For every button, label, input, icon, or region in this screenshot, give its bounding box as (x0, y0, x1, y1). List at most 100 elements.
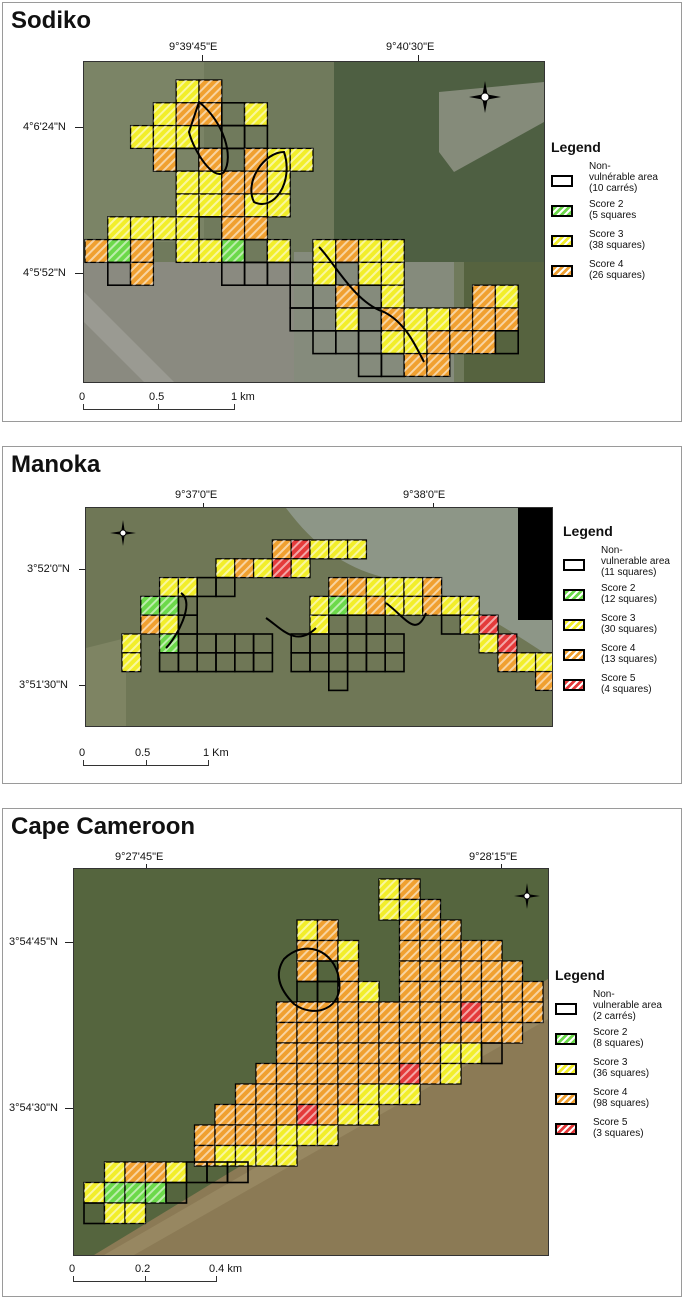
cell-hatch (358, 1063, 379, 1084)
cell-hatch (178, 577, 198, 597)
cell-hatch (399, 1043, 420, 1064)
cell-hatch (256, 1125, 277, 1146)
cell-hatch (297, 1063, 318, 1084)
cell-hatch (235, 1145, 256, 1166)
map-canvas (86, 508, 552, 726)
longitude-label: 9°39'45"E (169, 41, 218, 53)
legend-title: Legend (563, 523, 613, 539)
cell-hatch (199, 239, 222, 263)
cell-hatch (440, 1002, 461, 1023)
legend-swatch (563, 619, 585, 631)
legend-item: Non-vulnérable area (10 carrés) (551, 161, 679, 197)
cell-hatch (317, 1125, 338, 1146)
cell-hatch (422, 577, 442, 597)
cell-hatch (420, 1043, 441, 1064)
cell-hatch (472, 285, 496, 308)
cell-hatch (502, 1002, 523, 1023)
cell-hatch (461, 961, 482, 982)
cell-hatch (267, 239, 291, 263)
cell-hatch (297, 1043, 318, 1064)
north-arrow-icon (510, 879, 544, 913)
satellite-map (73, 868, 549, 1256)
map-panel-manoka: Manoka 9°37'0"E 9°38'0"E 3°52'0"N 3°51'3… (2, 446, 682, 784)
cell-hatch (338, 961, 359, 982)
cell-hatch (440, 1063, 461, 1084)
cell-hatch (244, 148, 268, 172)
cell-hatch (244, 171, 268, 194)
legend-item: Score 4 (26 squares) (551, 259, 679, 287)
cell-hatch (379, 1022, 400, 1043)
cell-hatch (358, 1022, 379, 1043)
cell-hatch (199, 80, 222, 103)
cell-hatch (253, 558, 273, 578)
cell-hatch (140, 596, 160, 616)
cell-hatch (381, 330, 405, 354)
longitude-tick (501, 864, 502, 870)
longitude-tick (418, 55, 419, 63)
legend-swatch (551, 205, 573, 217)
legend: Legend Non-vulnerable area (11 squares) Sc… (563, 523, 679, 703)
legend-swatch (563, 679, 585, 691)
cell-hatch (379, 879, 400, 900)
legend-swatch (555, 1063, 577, 1075)
cell-hatch (399, 899, 420, 920)
cell-hatch (145, 1162, 166, 1183)
cell-hatch (449, 308, 473, 331)
legend-label: Non-vulnerable area (11 squares) (601, 545, 670, 578)
legend-swatch (563, 589, 585, 601)
cell-hatch (460, 615, 480, 634)
cell-hatch (297, 1104, 318, 1125)
legend-swatch (555, 1093, 577, 1105)
cell-hatch (84, 1182, 105, 1203)
cell-hatch (358, 1043, 379, 1064)
legend-swatch (563, 649, 585, 661)
legend-item: Score 4 (13 squares) (563, 643, 679, 671)
legend-label: Non-vulnerable area (2 carrés) (593, 989, 662, 1022)
map-panel-sodiko: Sodiko 9°39'45"E 9°40'30"E 4°6'24"N 4°5'… (2, 2, 682, 422)
cell-hatch (140, 615, 160, 634)
cell-hatch (297, 920, 318, 941)
cell-hatch (440, 920, 461, 941)
grid-cells (83, 878, 544, 1225)
cell-hatch (440, 981, 461, 1002)
cell-hatch (276, 1002, 297, 1023)
cell-hatch (276, 1104, 297, 1125)
cell-hatch (291, 540, 310, 559)
cell-hatch (244, 194, 268, 217)
cell-hatch (317, 920, 338, 941)
legend-label: Score 3 (38 squares) (589, 229, 646, 251)
legend-label: Score 2 (8 squares) (593, 1027, 644, 1049)
cell-hatch (461, 940, 482, 961)
cell-hatch (399, 981, 420, 1002)
cell-hatch (338, 1043, 359, 1064)
cell-hatch (385, 577, 404, 597)
cell-hatch (176, 239, 199, 263)
legend-swatch (551, 265, 573, 277)
cell-hatch (125, 1162, 146, 1183)
cell-hatch (104, 1162, 125, 1183)
legend-item: Score 2 (5 squares (551, 199, 679, 227)
cell-hatch (379, 1084, 400, 1105)
cell-hatch (107, 216, 131, 240)
latitude-label: 4°6'24"N (23, 121, 66, 133)
cell-hatch (420, 981, 441, 1002)
cell-hatch (335, 239, 359, 263)
cell-hatch (317, 1022, 338, 1043)
cell-hatch (159, 577, 179, 597)
scale-label: 0 (69, 1263, 76, 1275)
cell-hatch (256, 1063, 277, 1084)
cell-hatch (449, 330, 473, 354)
cell-hatch (215, 1125, 236, 1146)
scale-label: 0 (79, 747, 86, 759)
cell-hatch (125, 1203, 146, 1224)
cell-hatch (317, 1043, 338, 1064)
cell-hatch (297, 1002, 318, 1023)
cell-hatch (481, 1022, 502, 1043)
cell-hatch (317, 1084, 338, 1105)
cell-hatch (176, 171, 199, 194)
north-arrow-icon (106, 516, 140, 550)
cell-hatch (159, 615, 179, 634)
cell-hatch (276, 1063, 297, 1084)
cell-hatch (481, 961, 502, 982)
cell-hatch (399, 1022, 420, 1043)
